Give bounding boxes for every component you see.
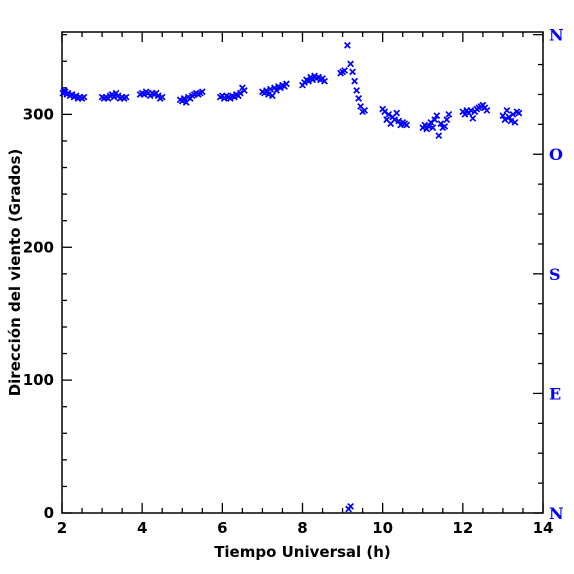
x-tick-label: 12 <box>452 519 473 537</box>
data-point <box>361 106 369 114</box>
data-point <box>441 122 449 130</box>
y-axis-title: Dirección del viento (Grados) <box>6 149 24 397</box>
data-point <box>353 87 361 94</box>
y-axis-ticks: 0 100 200 300 <box>23 34 72 522</box>
data-point <box>427 118 435 126</box>
data-point <box>283 80 290 88</box>
y-tick-label: 0 <box>44 504 54 522</box>
data-point <box>355 95 363 102</box>
data-point <box>341 67 348 74</box>
compass-label: N <box>549 26 564 45</box>
data-point <box>80 93 88 101</box>
data-point <box>483 106 491 114</box>
data-point <box>347 502 355 510</box>
compass-label: S <box>549 265 561 284</box>
data-point <box>269 92 276 100</box>
data-point <box>236 89 244 97</box>
data-point <box>273 87 280 94</box>
data-point <box>429 124 437 132</box>
data-point <box>443 116 451 124</box>
compass-label: E <box>549 384 561 403</box>
data-point <box>198 88 206 96</box>
data-point <box>343 41 351 49</box>
x-axis-ticks: 2 4 6 8 10 12 14 <box>57 32 554 537</box>
data-point <box>511 118 519 126</box>
data-point <box>433 112 441 120</box>
x-tick-label: 6 <box>217 519 227 537</box>
data-point <box>503 106 511 114</box>
data-point <box>437 120 445 128</box>
data-point <box>515 109 523 117</box>
data-point <box>122 93 130 101</box>
data-point <box>240 87 248 94</box>
data-point <box>469 114 477 122</box>
data-point <box>158 93 166 101</box>
data-point <box>501 116 509 124</box>
compass-label: O <box>549 145 563 164</box>
compass-labels: N E S O N <box>533 26 564 523</box>
y-tick-label: 200 <box>23 238 54 256</box>
data-point <box>435 132 443 140</box>
data-point <box>381 108 389 116</box>
compass-label: N <box>549 504 564 523</box>
data-point <box>431 116 439 124</box>
x-tick-label: 10 <box>372 519 393 537</box>
data-point <box>321 77 328 85</box>
data-point <box>349 68 357 76</box>
data-points <box>59 41 523 513</box>
data-point <box>347 60 355 68</box>
data-point <box>385 110 393 118</box>
y-tick-label: 300 <box>23 105 54 123</box>
plot-frame <box>61 31 544 514</box>
x-tick-label: 2 <box>57 519 67 537</box>
x-axis-title: Tiempo Universal (h) <box>214 543 391 561</box>
data-point <box>403 121 411 129</box>
data-point <box>505 113 513 121</box>
data-point <box>445 110 453 118</box>
data-point <box>509 110 517 118</box>
x-tick-label: 8 <box>297 519 307 537</box>
x-tick-label: 4 <box>137 519 147 537</box>
data-point <box>393 109 401 117</box>
y-tick-label: 100 <box>23 371 54 389</box>
x-tick-label: 14 <box>533 519 554 537</box>
data-point <box>351 77 359 85</box>
data-point <box>499 112 507 120</box>
